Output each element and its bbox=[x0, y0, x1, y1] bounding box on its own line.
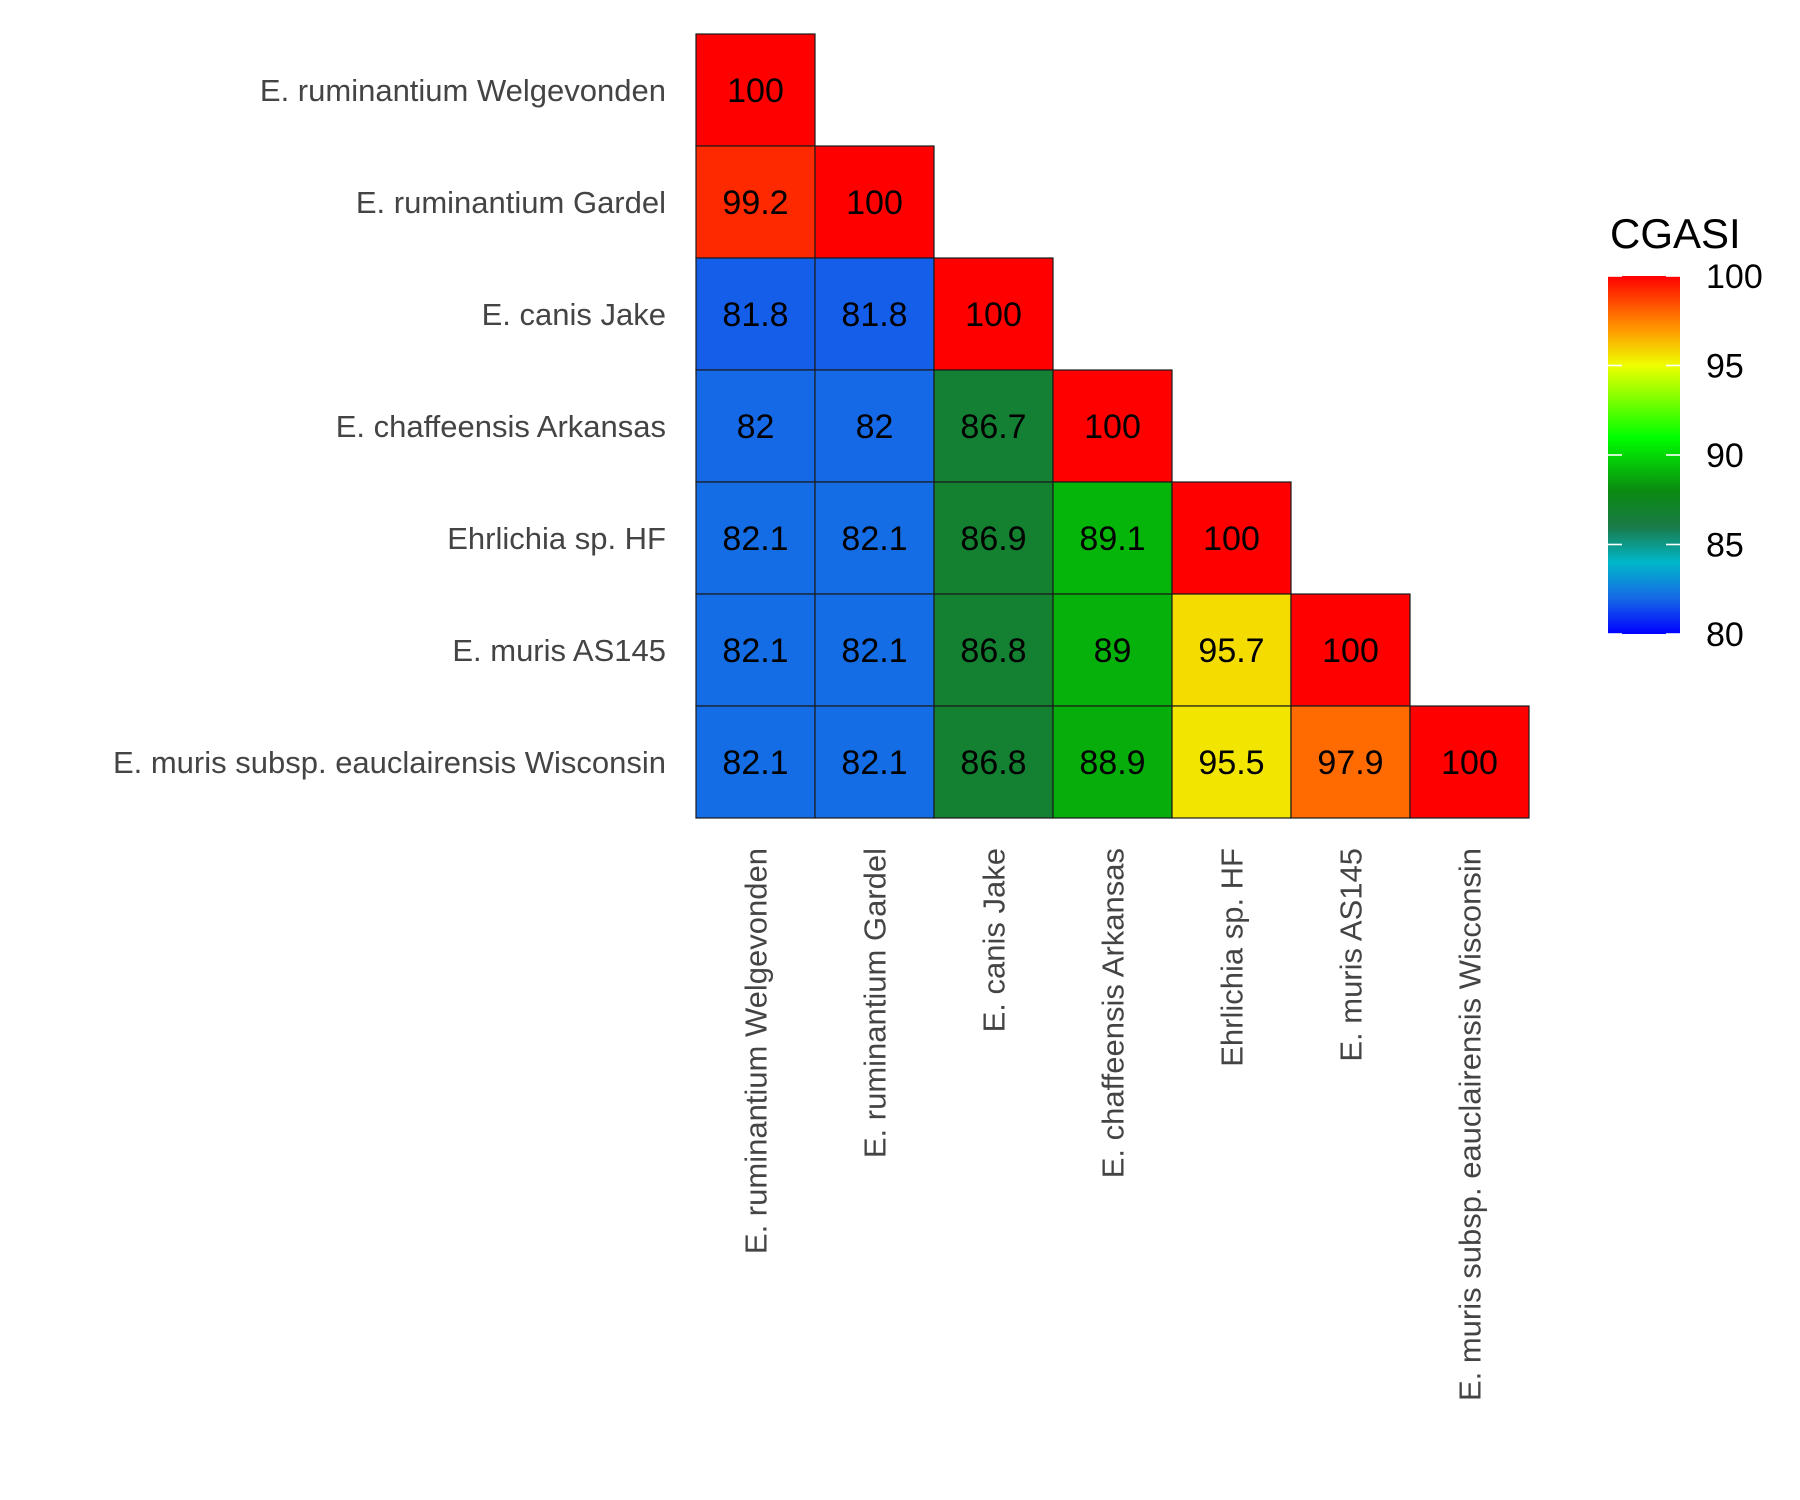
cell-value-label: 100 bbox=[727, 72, 784, 110]
column-label: E. muris AS145 bbox=[1334, 848, 1369, 1062]
cell-value-label: 95.5 bbox=[1198, 744, 1264, 782]
column-label: E. ruminantium Gardel bbox=[858, 848, 893, 1158]
heatmap-cell-1-1 bbox=[814, 145, 935, 259]
column-label: E. ruminantium Welgevonden bbox=[739, 848, 774, 1254]
legend-tick-label: 100 bbox=[1706, 258, 1763, 296]
row-axis-labels: E. ruminantium Welgevonden E. ruminantium… bbox=[113, 73, 666, 780]
cell-value-label: 81.8 bbox=[722, 296, 788, 334]
heatmap-cell-4-2 bbox=[933, 481, 1054, 595]
column-axis-labels: E. ruminantium Welgevonden E. ruminantium… bbox=[739, 848, 1488, 1401]
row-label: E. chaffeensis Arkansas bbox=[336, 409, 666, 444]
heatmap-cell-6-6 bbox=[1409, 705, 1530, 819]
cell-value-label: 100 bbox=[965, 296, 1022, 334]
heatmap-cell-6-1 bbox=[814, 705, 935, 819]
heatmap-cell-0-0 bbox=[695, 33, 816, 147]
cell-value-label: 86.8 bbox=[960, 744, 1026, 782]
cell-value-label: 97.9 bbox=[1317, 744, 1383, 782]
legend-tick-label: 80 bbox=[1706, 616, 1744, 654]
legend-ticks: 80 85 90 95 100 bbox=[1608, 258, 1763, 654]
cell-value-label: 81.8 bbox=[841, 296, 907, 334]
row-label: E. muris subsp. eauclairensis Wisconsin bbox=[113, 745, 666, 780]
heatmap-cell-5-1 bbox=[814, 593, 935, 707]
heatmap-cell-4-4 bbox=[1171, 481, 1292, 595]
cell-value-label: 100 bbox=[1084, 408, 1141, 446]
cell-value-label: 89 bbox=[1094, 632, 1132, 670]
row-label: E. ruminantium Gardel bbox=[356, 185, 666, 220]
cell-value-label: 100 bbox=[1441, 744, 1498, 782]
heatmap-cell-2-1 bbox=[814, 257, 935, 371]
cell-value-label: 100 bbox=[846, 184, 903, 222]
cell-value-label: 88.9 bbox=[1079, 744, 1145, 782]
column-label: Ehrlichia sp. HF bbox=[1215, 848, 1250, 1067]
cell-value-label: 82 bbox=[737, 408, 775, 446]
row-label: E. muris AS145 bbox=[452, 633, 666, 668]
cell-value-label: 82.1 bbox=[722, 520, 788, 558]
cell-value-label: 82.1 bbox=[841, 520, 907, 558]
row-label: E. ruminantium Welgevonden bbox=[260, 73, 666, 108]
cell-value-label: 99.2 bbox=[722, 184, 788, 222]
legend-tick-label: 95 bbox=[1706, 348, 1744, 386]
heatmap-cell-5-2 bbox=[933, 593, 1054, 707]
heatmap-cell-6-0 bbox=[695, 705, 816, 819]
cell-value-label: 86.9 bbox=[960, 520, 1026, 558]
heatmap-cell-5-3 bbox=[1052, 593, 1173, 707]
legend-title: CGASI bbox=[1610, 210, 1741, 257]
row-label: E. canis Jake bbox=[482, 297, 666, 332]
cell-value-label: 89.1 bbox=[1079, 520, 1145, 558]
cell-value-label: 82 bbox=[856, 408, 894, 446]
column-label: E. canis Jake bbox=[977, 848, 1012, 1032]
heatmap-cell-4-1 bbox=[814, 481, 935, 595]
heatmap-cell-5-4 bbox=[1171, 593, 1292, 707]
cell-value-label: 100 bbox=[1322, 632, 1379, 670]
legend-tick-label: 85 bbox=[1706, 527, 1744, 565]
legend-tick-label: 90 bbox=[1706, 437, 1744, 475]
heatmap-cell-3-1 bbox=[814, 369, 935, 483]
heatmap-cell-6-5 bbox=[1290, 705, 1411, 819]
cell-value-label: 82.1 bbox=[722, 744, 788, 782]
heatmap-cell-4-3 bbox=[1052, 481, 1173, 595]
heatmap-cell-3-3 bbox=[1052, 369, 1173, 483]
cell-value-label: 82.1 bbox=[841, 744, 907, 782]
heatmap-cells: 100 99.2 100 81.8 81.8 100 82 82 86.7 100 82.1 82.1… bbox=[695, 33, 1530, 819]
heatmap-cell-5-0 bbox=[695, 593, 816, 707]
cell-value-label: 86.8 bbox=[960, 632, 1026, 670]
heatmap-cell-1-0 bbox=[695, 145, 816, 259]
column-label: E. muris subsp. eauclairensis Wisconsin bbox=[1453, 848, 1488, 1401]
heatmap-cell-5-5 bbox=[1290, 593, 1411, 707]
cell-value-label: 82.1 bbox=[722, 632, 788, 670]
cell-value-label: 95.7 bbox=[1198, 632, 1264, 670]
cell-value-label: 82.1 bbox=[841, 632, 907, 670]
cell-value-label: 100 bbox=[1203, 520, 1260, 558]
column-label: E. chaffeensis Arkansas bbox=[1096, 848, 1131, 1178]
cell-value-label: 86.7 bbox=[960, 408, 1026, 446]
heatmap-cell-2-2 bbox=[933, 257, 1054, 371]
heatmap-cell-2-0 bbox=[695, 257, 816, 371]
row-label: Ehrlichia sp. HF bbox=[447, 521, 666, 556]
heatmap-cell-6-3 bbox=[1052, 705, 1173, 819]
color-legend: CGASI 80 85 90 95 100 bbox=[1608, 210, 1763, 654]
